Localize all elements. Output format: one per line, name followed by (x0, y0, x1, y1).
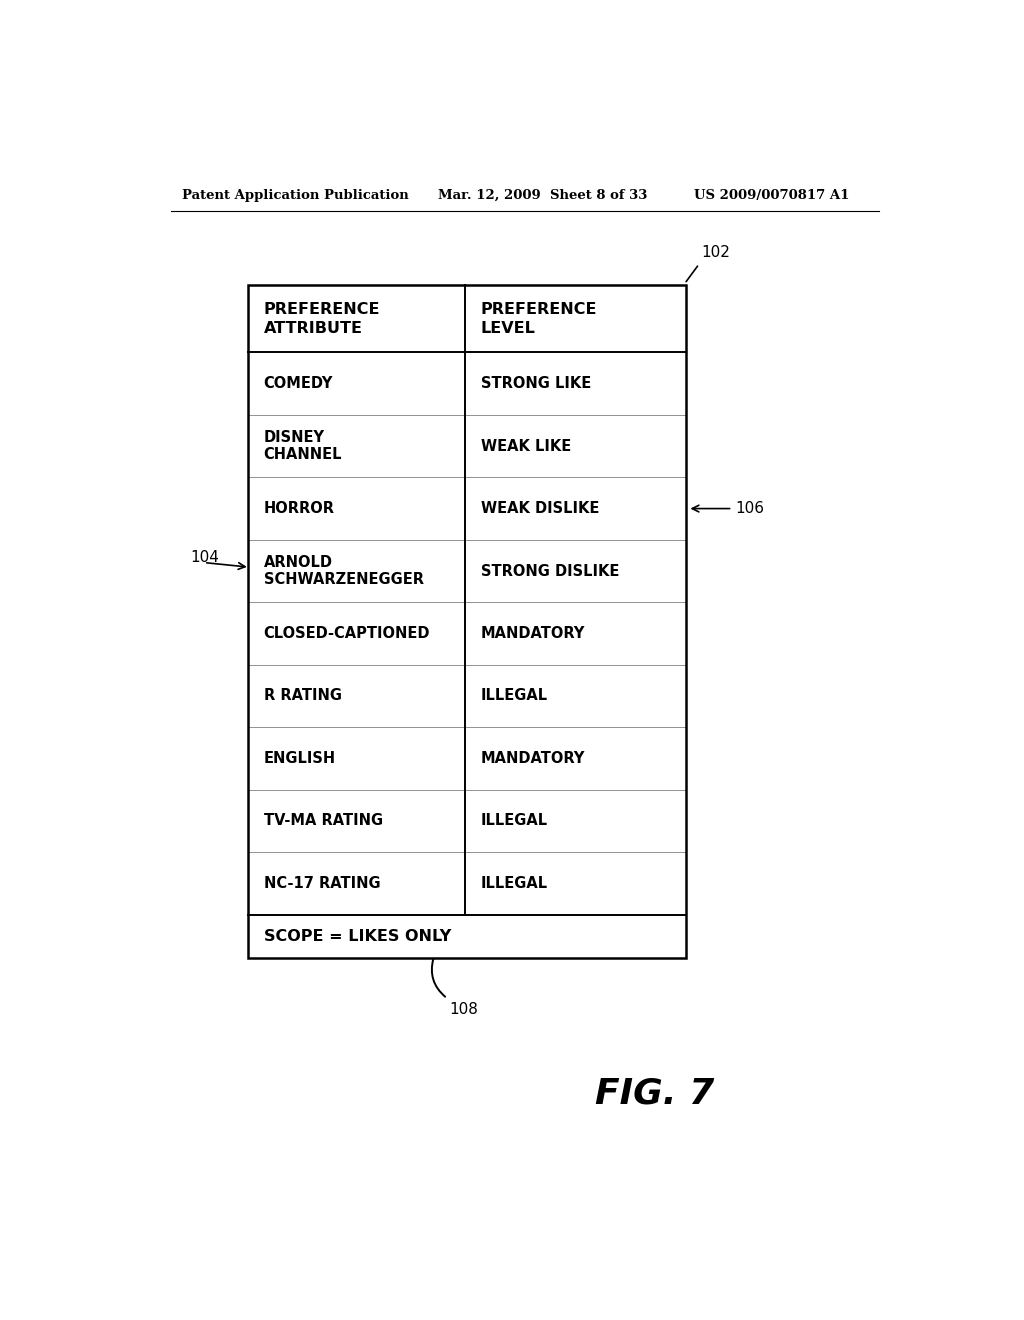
Text: SCOPE = LIKES ONLY: SCOPE = LIKES ONLY (263, 928, 451, 944)
Text: DISNEY
CHANNEL: DISNEY CHANNEL (263, 430, 342, 462)
Text: Patent Application Publication: Patent Application Publication (182, 189, 409, 202)
Text: NC-17 RATING: NC-17 RATING (263, 875, 380, 891)
Text: 106: 106 (735, 502, 764, 516)
Text: ILLEGAL: ILLEGAL (480, 875, 548, 891)
Text: US 2009/0070817 A1: US 2009/0070817 A1 (693, 189, 849, 202)
Text: R RATING: R RATING (263, 689, 342, 704)
Text: MANDATORY: MANDATORY (480, 626, 585, 642)
Text: STRONG DISLIKE: STRONG DISLIKE (480, 564, 618, 578)
Text: Mar. 12, 2009  Sheet 8 of 33: Mar. 12, 2009 Sheet 8 of 33 (438, 189, 647, 202)
Text: HORROR: HORROR (263, 502, 335, 516)
Text: TV-MA RATING: TV-MA RATING (263, 813, 383, 829)
Text: ENGLISH: ENGLISH (263, 751, 336, 766)
Text: STRONG LIKE: STRONG LIKE (480, 376, 591, 391)
Text: ARNOLD
SCHWARZENEGGER: ARNOLD SCHWARZENEGGER (263, 554, 424, 587)
Text: WEAK LIKE: WEAK LIKE (480, 438, 570, 454)
Text: WEAK DISLIKE: WEAK DISLIKE (480, 502, 599, 516)
Text: ILLEGAL: ILLEGAL (480, 689, 548, 704)
Bar (248, 285, 686, 958)
Text: COMEDY: COMEDY (263, 376, 333, 391)
Text: 102: 102 (701, 246, 730, 260)
Text: PREFERENCE
LEVEL: PREFERENCE LEVEL (480, 302, 597, 335)
Text: PREFERENCE
ATTRIBUTE: PREFERENCE ATTRIBUTE (263, 302, 380, 335)
Text: 108: 108 (450, 1002, 478, 1016)
Text: FIG. 7: FIG. 7 (595, 1077, 715, 1111)
Text: ILLEGAL: ILLEGAL (480, 813, 548, 829)
Text: 104: 104 (190, 549, 219, 565)
Text: CLOSED-CAPTIONED: CLOSED-CAPTIONED (263, 626, 430, 642)
Text: MANDATORY: MANDATORY (480, 751, 585, 766)
